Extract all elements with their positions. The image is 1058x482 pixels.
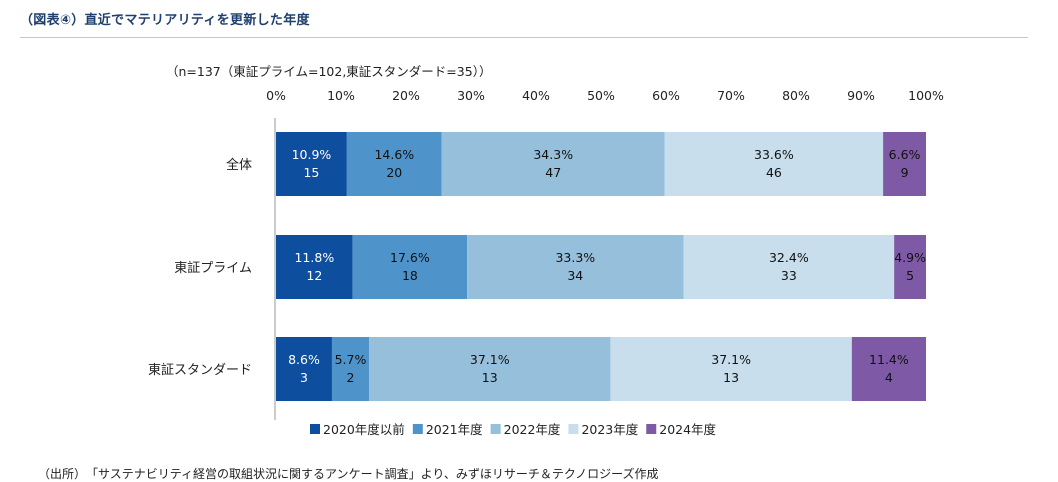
x-tick-label: 80% [782,88,810,103]
x-tick-label: 0% [266,88,286,103]
category-label: 東証プライム [174,260,252,276]
bar-segment [441,132,665,196]
legend-label: 2020年度以前 [323,422,405,437]
bar-segment [883,132,926,196]
bar-segment [346,132,442,196]
bar-segment [352,235,468,299]
sample-size-note: （n=137（東証プライム=102,東証スタンダード=35）） [166,64,491,79]
x-tick-label: 70% [717,88,745,103]
bar-group: 全体 10.9% 15 14.6% 20 34.3% 47 33.6% 46 6.6% 9 [226,132,926,196]
legend-swatch [568,424,579,434]
x-tick-label: 30% [457,88,485,103]
segment-percent-label: 4.9% [894,250,926,265]
bar-segment [331,337,370,401]
x-tick-label: 100% [908,88,944,103]
x-tick-label: 60% [652,88,680,103]
legend: 2020年度以前 2021年度 2022年度 2023年度 2024年度 [310,422,717,437]
segment-count-label: 2 [347,370,355,385]
x-tick-label: 10% [327,88,355,103]
segment-percent-label: 5.7% [335,352,367,367]
figure-title: （図表④）直近でマテリアリティを更新した年度 [20,13,310,28]
legend-item: 2021年度 [412,422,483,437]
title-divider [20,37,1028,38]
segment-percent-label: 6.6% [889,147,921,162]
legend-label: 2024年度 [659,422,716,437]
segment-count-label: 15 [303,165,319,180]
bar-segment [683,235,895,299]
legend-swatch [646,424,657,434]
bar-group: 東証スタンダード 8.6% 3 5.7% 2 37.1% 13 37.1% 13 11.4% 4 [148,337,926,401]
legend-swatch [310,424,320,434]
legend-label: 2023年度 [581,422,638,437]
bar-segment [467,235,684,299]
legend-swatch [412,424,423,434]
segment-count-label: 33 [781,268,797,283]
segment-count-label: 47 [545,165,561,180]
bar-segment [851,337,926,401]
segment-percent-label: 37.1% [711,352,751,367]
segment-percent-label: 37.1% [470,352,510,367]
source-note: （出所） 「サステナビリティ経営の取組状況に関するアンケート調査」より、みずほリ… [38,467,659,481]
segment-count-label: 5 [906,268,914,283]
bar-groups: 全体 10.9% 15 14.6% 20 34.3% 47 33.6% 46 6.6% 9 東証プライ… [148,132,926,401]
segment-percent-label: 33.3% [555,250,595,265]
category-label: 全体 [226,157,252,173]
segment-percent-label: 8.6% [288,352,320,367]
segment-count-label: 18 [402,268,418,283]
segment-percent-label: 11.8% [294,250,334,265]
segment-count-label: 13 [723,370,739,385]
x-tick-label: 90% [847,88,875,103]
segment-count-label: 3 [300,370,308,385]
segment-percent-label: 34.3% [533,147,573,162]
legend-label: 2022年度 [504,422,561,437]
segment-count-label: 12 [306,268,322,283]
bar-segment [276,337,332,401]
segment-percent-label: 33.6% [754,147,794,162]
segment-count-label: 13 [482,370,498,385]
bar-segment [369,337,611,401]
segment-percent-label: 17.6% [390,250,430,265]
legend-label: 2021年度 [426,422,483,437]
legend-item: 2024年度 [646,422,717,437]
segment-count-label: 9 [901,165,909,180]
bar-segment [894,235,926,299]
bar-segment [610,337,852,401]
x-axis-ticks: 0% 10% 20% 30% 40% 50% 60% 70% 80% 90% 100% [266,88,944,103]
segment-count-label: 34 [567,268,583,283]
bar-segment [276,132,347,196]
segment-percent-label: 14.6% [374,147,414,162]
bar-group: 東証プライム 11.8% 12 17.6% 18 33.3% 34 32.4% 33 4.9% 5 [174,235,926,299]
legend-item: 2022年度 [490,422,561,437]
x-tick-label: 50% [587,88,615,103]
bar-segment [276,235,353,299]
legend-swatch [490,424,501,434]
x-tick-label: 40% [522,88,550,103]
segment-percent-label: 10.9% [292,147,332,162]
segment-percent-label: 32.4% [769,250,809,265]
x-tick-label: 20% [392,88,420,103]
legend-item: 2020年度以前 [310,422,405,437]
segment-count-label: 4 [885,370,893,385]
category-label: 東証スタンダード [148,362,252,378]
legend-item: 2023年度 [568,422,639,437]
segment-percent-label: 11.4% [869,352,909,367]
segment-count-label: 46 [766,165,782,180]
segment-count-label: 20 [386,165,402,180]
bar-segment [664,132,884,196]
